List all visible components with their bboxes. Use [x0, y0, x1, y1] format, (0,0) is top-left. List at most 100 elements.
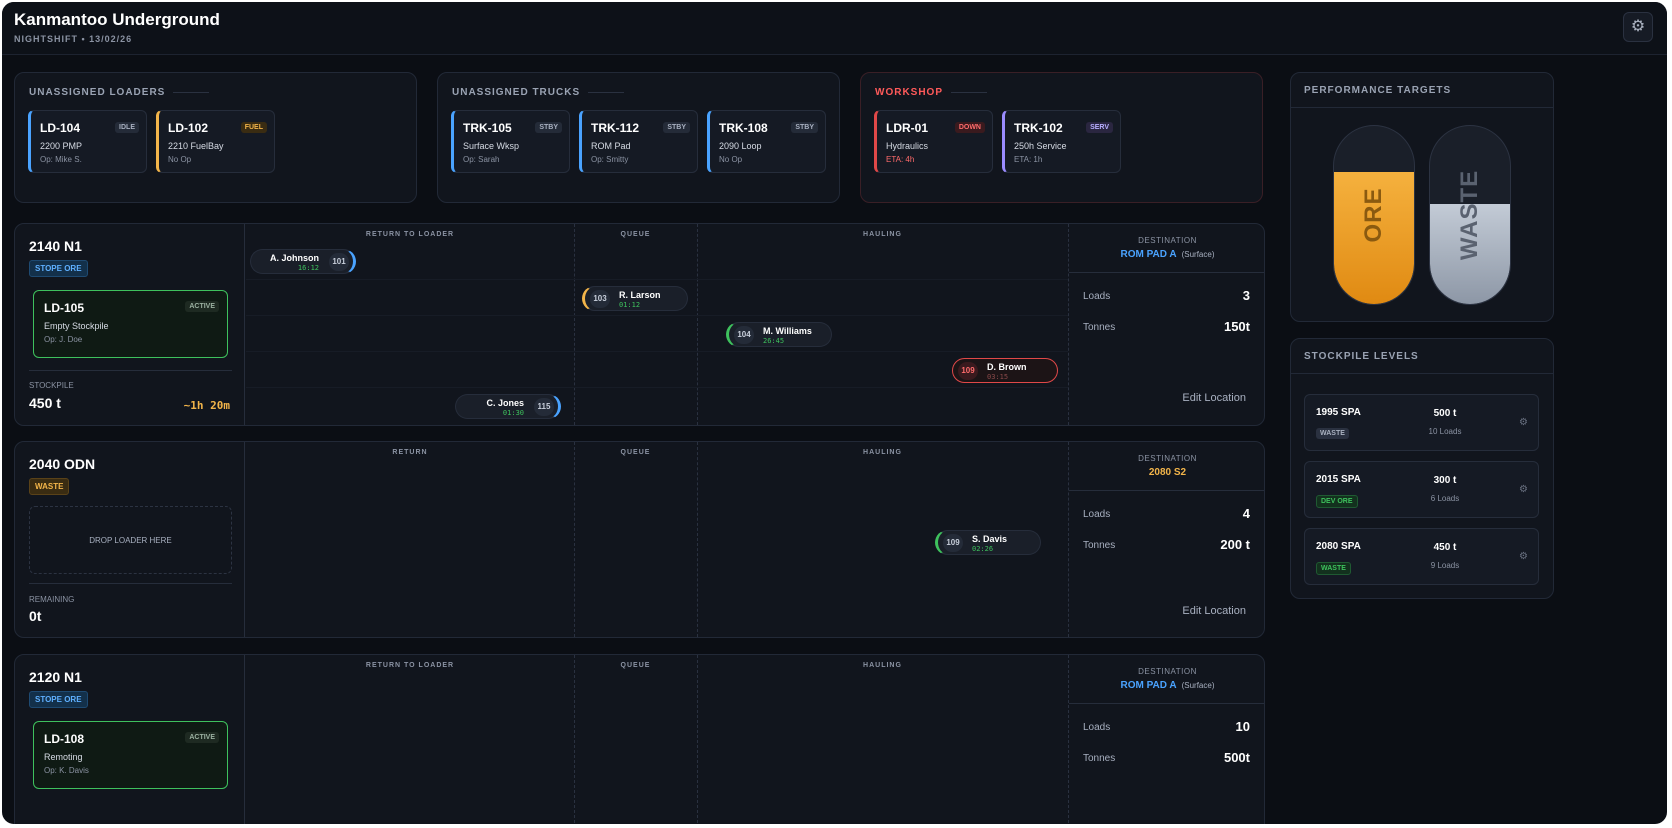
assigned-loader-card[interactable]: LD-108 ACTIVE Remoting Op: K. Davis [33, 721, 228, 789]
stockpile-tonnes: 500 t [1433, 408, 1457, 419]
workshop-card[interactable]: LDR-01 DOWN Hydraulics ETA: 4h [874, 110, 993, 173]
truck-token-alert[interactable]: 109 D. Brown 03:15 [952, 358, 1058, 383]
column-divider [697, 442, 698, 637]
section-title: UNASSIGNED LOADERS [29, 87, 209, 98]
remaining-label: REMAINING [29, 595, 75, 604]
stockpile-card[interactable]: 1995 SPA WASTE 500 t 10 Loads ⚙ [1304, 394, 1539, 451]
column-divider [574, 224, 575, 425]
material-chip: WASTE [29, 478, 70, 495]
driver-name: M. Williams [763, 326, 812, 336]
loads-label: Loads [1083, 509, 1111, 520]
status-badge: STBY [791, 122, 818, 133]
lane-name: 2120 N1 [29, 669, 82, 685]
destination-panel: DESTINATION ROM PAD A (Surface) Loads 10 … [1068, 655, 1264, 824]
tonnes-label: Tonnes [1083, 540, 1116, 551]
destination-name: ROM PAD A [1120, 249, 1177, 260]
destination-label: DESTINATION [1138, 454, 1197, 463]
divider [1069, 490, 1264, 491]
divider [1291, 373, 1553, 374]
truck-timer: 16:12 [297, 264, 319, 272]
material-chip: DEV ORE [1316, 495, 1358, 508]
stockpile-value: 450 t [29, 395, 61, 411]
stockpile-card[interactable]: 2015 SPA DEV ORE 300 t 6 Loads ⚙ [1304, 461, 1539, 518]
column-divider [697, 655, 698, 824]
truck-token[interactable]: 109 S. Davis 02:26 [935, 530, 1041, 555]
loads-label: Loads [1083, 291, 1111, 302]
driver-name: D. Brown [987, 362, 1027, 372]
ore-gauge-fill [1334, 172, 1414, 304]
status-badge: IDLE [115, 122, 139, 133]
loads-value: 3 [1242, 288, 1250, 303]
card-name: TRK-105 [463, 121, 512, 135]
card-location: 2210 FuelBay [168, 141, 224, 151]
divider [1069, 703, 1264, 704]
truck-card[interactable]: TRK-105 STBY Surface Wksp Op: Sarah [451, 110, 570, 173]
gear-icon[interactable]: ⚙ [1519, 417, 1528, 428]
settings-button[interactable]: ⚙ [1623, 12, 1653, 42]
tonnes-value: 500t [1223, 750, 1250, 765]
truck-timer: 03:15 [987, 373, 1009, 381]
lane-info: 2140 N1 STOPE ORE LD-105 ACTIVE Empty St… [15, 224, 245, 425]
truck-number: 109 [943, 534, 963, 552]
performance-targets-panel: PERFORMANCE TARGETS ORE WASTE [1290, 72, 1554, 322]
destination-label: DESTINATION [1138, 236, 1197, 245]
stockpile-loads: 6 Loads [1430, 494, 1460, 503]
loads-value: 4 [1242, 506, 1250, 521]
driver-name: A. Johnson [270, 253, 319, 263]
destination-value: 2080 S2 [1069, 467, 1264, 478]
stockpile-name: 1995 SPA [1316, 407, 1361, 418]
truck-token[interactable]: 115 C. Jones 01:30 [455, 394, 561, 419]
loader-name: LD-108 [44, 732, 85, 746]
stockpile-name: 2015 SPA [1316, 474, 1361, 485]
card-name: TRK-112 [591, 121, 640, 135]
assigned-loader-card[interactable]: LD-105 ACTIVE Empty Stockpile Op: J. Doe [33, 290, 228, 358]
tonnes-value: 150t [1223, 319, 1250, 334]
lane-info: 2040 ODN WASTE DROP LOADER HERE REMAININ… [15, 442, 245, 637]
truck-timer: 01:30 [502, 409, 524, 417]
destination-value: ROM PAD A (Surface) [1069, 680, 1264, 691]
column-header-queue: QUEUE [620, 231, 651, 238]
column-header-hauling: HAULING [863, 449, 902, 456]
card-operator: No Op [168, 155, 192, 164]
status-badge: ACTIVE [185, 732, 219, 743]
loader-task: Remoting [44, 752, 83, 762]
stockpile-card[interactable]: 2080 SPA WASTE 450 t 9 Loads ⚙ [1304, 528, 1539, 585]
loader-card[interactable]: LD-104 IDLE 2200 PMP Op: Mike S. [28, 110, 147, 173]
truck-number: 101 [329, 253, 349, 271]
loader-card[interactable]: LD-102 FUEL 2210 FuelBay No Op [156, 110, 275, 173]
card-operator: Op: Mike S. [40, 155, 82, 164]
truck-card[interactable]: TRK-108 STBY 2090 Loop No Op [707, 110, 826, 173]
tonnes-label: Tonnes [1083, 322, 1116, 333]
section-title: PERFORMANCE TARGETS [1304, 85, 1452, 96]
edit-location-button[interactable]: Edit Location [1182, 392, 1246, 404]
row-divider [246, 315, 1068, 316]
divider [29, 370, 232, 371]
card-name: LD-104 [40, 121, 81, 135]
remaining-value: 0t [29, 608, 42, 624]
loader-drop-zone[interactable]: DROP LOADER HERE [29, 506, 232, 574]
column-header-return: RETURN [392, 449, 428, 456]
truck-token[interactable]: 103 R. Larson 01:12 [582, 286, 688, 311]
stockpile-tonnes: 300 t [1433, 475, 1457, 486]
gear-icon[interactable]: ⚙ [1519, 551, 1528, 562]
stockpile-name: 2080 SPA [1316, 541, 1361, 552]
haul-lane: 2120 N1 STOPE ORE LD-108 ACTIVE Remoting… [14, 654, 1265, 824]
column-divider [574, 442, 575, 637]
card-eta: ETA: 4h [886, 155, 915, 164]
card-name: TRK-108 [719, 121, 768, 135]
truck-card[interactable]: TRK-112 STBY ROM Pad Op: Smitty [579, 110, 698, 173]
card-eta: ETA: 1h [1014, 155, 1043, 164]
card-location: 2200 PMP [40, 141, 83, 151]
workshop-card[interactable]: TRK-102 SERV 250h Service ETA: 1h [1002, 110, 1121, 173]
column-header-return: RETURN TO LOADER [365, 231, 455, 238]
truck-token[interactable]: 104 M. Williams 26:45 [726, 322, 832, 347]
status-badge: DOWN [954, 122, 985, 133]
truck-token[interactable]: 101 A. Johnson 16:12 [250, 249, 356, 274]
gear-icon[interactable]: ⚙ [1519, 484, 1528, 495]
card-location: ROM Pad [591, 141, 631, 151]
stockpile-loads: 10 Loads [1428, 427, 1462, 436]
edit-location-button[interactable]: Edit Location [1182, 605, 1246, 617]
destination-panel: DESTINATION 2080 S2 Loads 4 Tonnes 200 t… [1068, 442, 1264, 637]
truck-timer: 26:45 [763, 337, 785, 345]
